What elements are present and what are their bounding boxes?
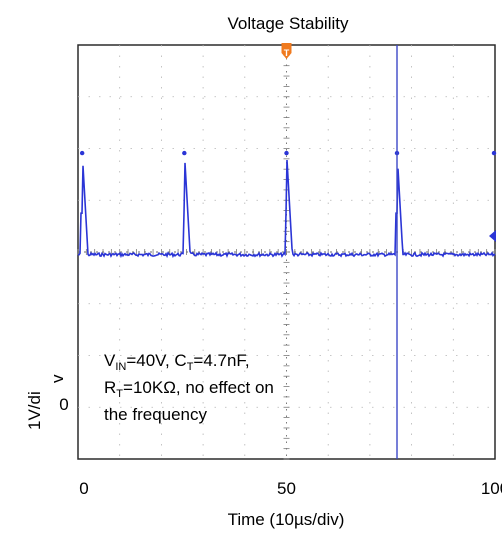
x-axis-label: Time (10µs/div) [228, 510, 345, 529]
y-axis-label-part-2: v [48, 374, 67, 383]
annotation-line-2: RT=10KΩ, no effect on [104, 378, 274, 400]
spike-peak [79, 150, 85, 156]
spike-peak [491, 150, 497, 156]
annotation-line-3: the frequency [104, 405, 208, 424]
x-tick-label: 100 [481, 479, 502, 498]
x-tick-labels: 0 50 100 [79, 479, 502, 498]
x-tick-label: 0 [79, 479, 88, 498]
annotation-line-1: VIN=40V, CT=4.7nF, [104, 351, 250, 373]
trigger-marker: T [281, 43, 292, 59]
x-tick-label: 50 [277, 479, 296, 498]
signal-trace [77, 159, 496, 259]
trigger-marker-label: T [284, 48, 290, 58]
trace-layer [77, 150, 497, 259]
spike-peak [284, 150, 289, 156]
y-tick-label-0: 0 [59, 395, 68, 414]
chart-title: Voltage Stability [228, 14, 349, 33]
y-axis-label-part-1: 1V/di [25, 391, 44, 430]
spike-peak [182, 150, 187, 156]
channel-level-arrow [489, 230, 496, 242]
